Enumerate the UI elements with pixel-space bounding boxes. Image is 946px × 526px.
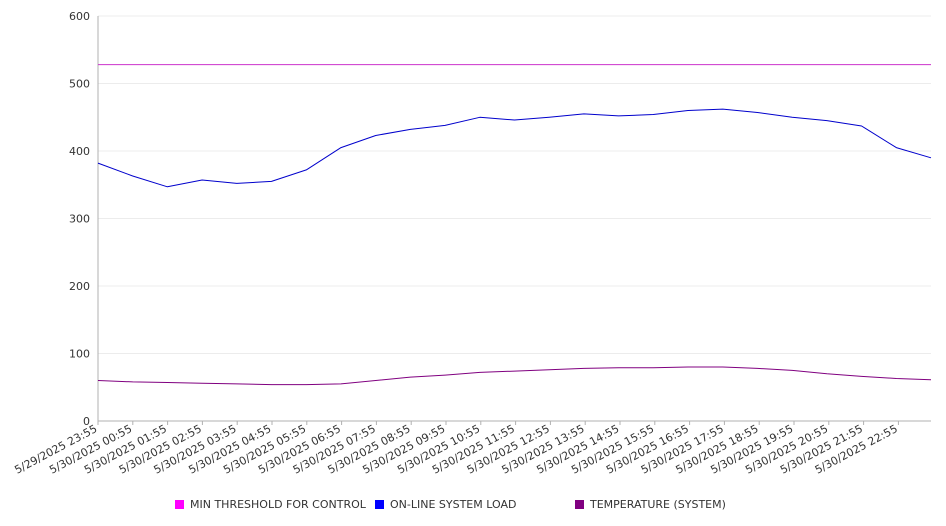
y-tick-label: 500 — [69, 78, 90, 91]
legend-item-min-threshold[interactable]: MIN THRESHOLD FOR CONTROL — [175, 498, 366, 511]
legend-swatch-min-threshold — [175, 500, 184, 509]
legend-label-temperature: TEMPERATURE (SYSTEM) — [590, 498, 726, 511]
legend-label-min-threshold: MIN THRESHOLD FOR CONTROL — [190, 498, 366, 511]
y-tick-label: 400 — [69, 145, 90, 158]
legend-swatch-system-load — [375, 500, 384, 509]
y-tick-label: 600 — [69, 10, 90, 23]
y-tick-label: 100 — [69, 348, 90, 361]
series-lines — [97, 64, 932, 386]
y-tick-labels: 0 100 200 300 400 500 600 — [69, 10, 90, 428]
legend-swatch-temperature — [575, 500, 584, 509]
system-load-line — [97, 108, 932, 188]
x-tick-labels: 5/29/2025 23:555/30/2025 00:555/30/2025 … — [12, 421, 900, 477]
y-tick-label: 0 — [83, 415, 90, 428]
gridlines — [98, 15, 931, 354]
y-tick-label: 200 — [69, 280, 90, 293]
legend-item-temperature[interactable]: TEMPERATURE (SYSTEM) — [575, 498, 726, 511]
legend-item-system-load[interactable]: ON-LINE SYSTEM LOAD — [375, 498, 516, 511]
legend-label-system-load: ON-LINE SYSTEM LOAD — [390, 498, 517, 511]
y-tick-label: 300 — [69, 213, 90, 226]
legend: MIN THRESHOLD FOR CONTROL ON-LINE SYSTEM… — [0, 496, 946, 516]
temperature-line — [97, 366, 932, 386]
